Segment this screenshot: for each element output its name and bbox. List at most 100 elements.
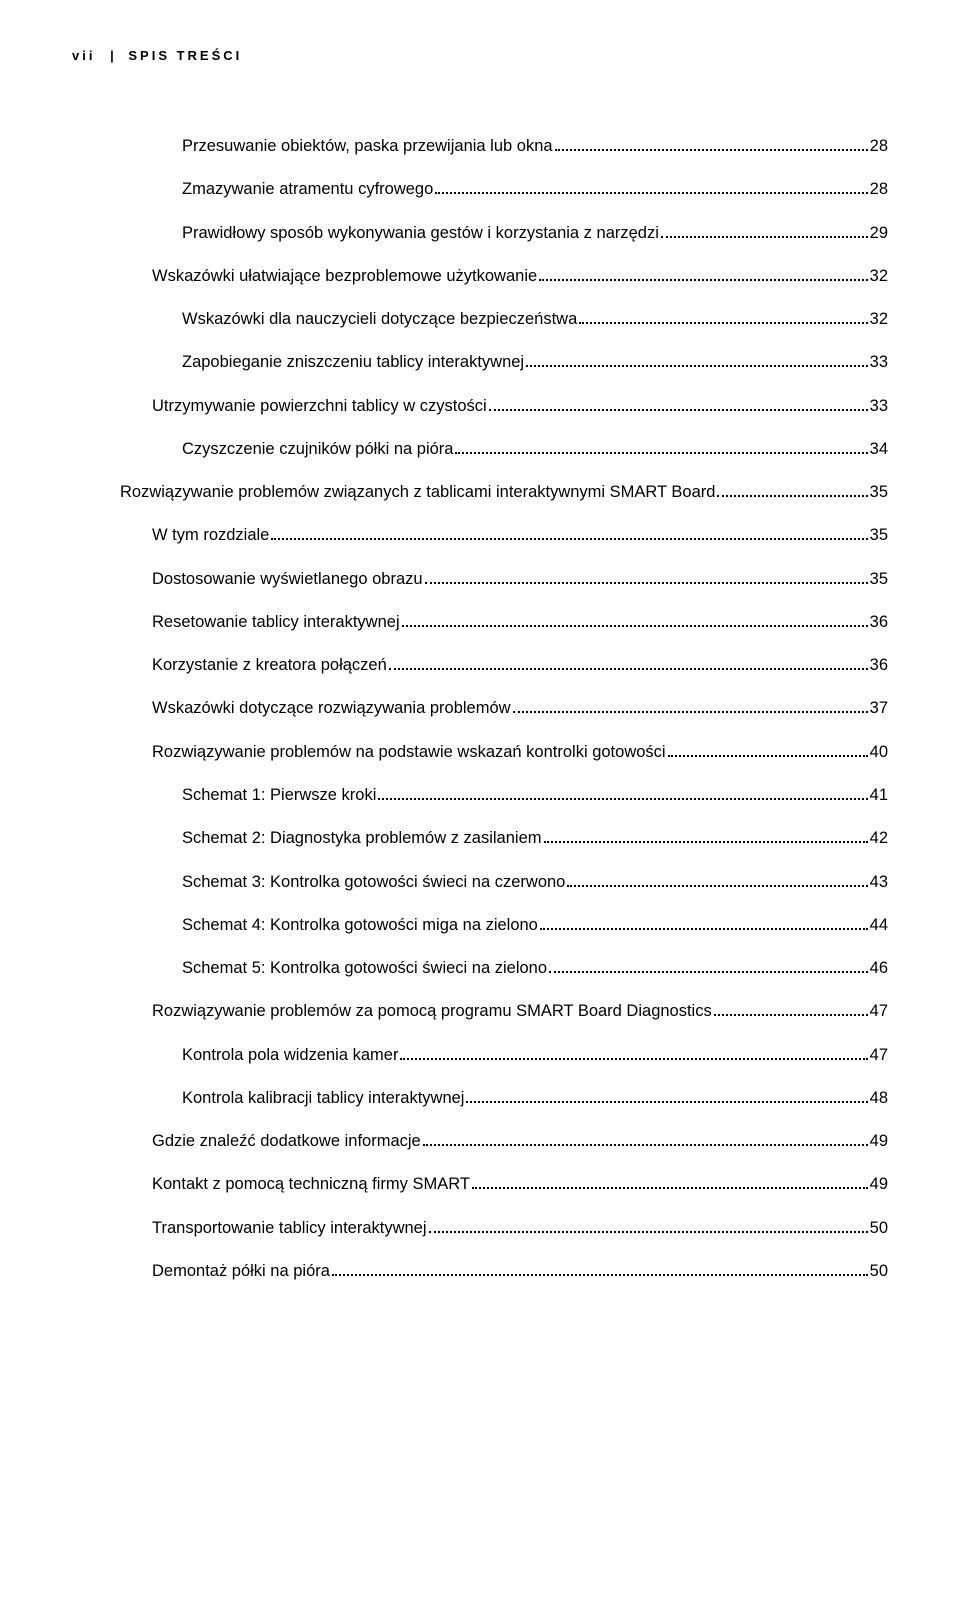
toc-entry-label: Rozwiązywanie problemów związanych z tab… — [120, 481, 715, 503]
toc-leader-dots — [579, 322, 867, 324]
toc-entry: Zmazywanie atramentu cyfrowego 28 — [72, 178, 888, 200]
toc-entry-label: Czyszczenie czujników półki na pióra — [182, 438, 453, 460]
toc-entry-page: 35 — [870, 568, 888, 590]
toc-entry-label: Schemat 5: Kontrolka gotowości świeci na… — [182, 957, 547, 979]
toc-entry-label: Rozwiązywanie problemów na podstawie wsk… — [152, 741, 666, 763]
toc-entry-page: 41 — [870, 784, 888, 806]
toc-entry-page: 36 — [870, 654, 888, 676]
toc-entry-label: Demontaż półki na pióra — [152, 1260, 330, 1282]
toc-leader-dots — [271, 538, 867, 540]
toc-entry-page: 37 — [870, 697, 888, 719]
toc-entry-label: Kontakt z pomocą techniczną firmy SMART — [152, 1173, 470, 1195]
toc-entry-label: Wskazówki ułatwiające bezproblemowe użyt… — [152, 265, 537, 287]
page-header: vii | SPIS TREŚCI — [72, 48, 888, 63]
toc-entry-page: 49 — [870, 1173, 888, 1195]
toc-entry-label: Prawidłowy sposób wykonywania gestów i k… — [182, 222, 659, 244]
toc-entry: Korzystanie z kreatora połączeń36 — [72, 654, 888, 676]
toc-entry-page: 32 — [870, 308, 888, 330]
toc-leader-dots — [429, 1231, 868, 1233]
toc-leader-dots — [402, 625, 868, 627]
toc-entry: Transportowanie tablicy interaktywnej 50 — [72, 1217, 888, 1239]
toc-entry-label: Wskazówki dotyczące rozwiązywania proble… — [152, 697, 511, 719]
toc-entry-page: 43 — [870, 871, 888, 893]
toc-entry: Schemat 5: Kontrolka gotowości świeci na… — [72, 957, 888, 979]
toc-leader-dots — [717, 495, 867, 497]
toc-leader-dots — [425, 582, 868, 584]
toc-entry: Rozwiązywanie problemów związanych z tab… — [72, 481, 888, 503]
toc-entry-label: Przesuwanie obiektów, paska przewijania … — [182, 135, 553, 157]
toc-leader-dots — [378, 798, 867, 800]
toc-entry: Wskazówki ułatwiające bezproblemowe użyt… — [72, 265, 888, 287]
toc-entry-label: Schemat 3: Kontrolka gotowości świeci na… — [182, 871, 565, 893]
header-separator: | — [110, 48, 114, 63]
toc-entry-page: 42 — [870, 827, 888, 849]
toc-entry-page: 44 — [870, 914, 888, 936]
toc-entry-page: 47 — [870, 1000, 888, 1022]
toc-leader-dots — [389, 668, 868, 670]
toc-entry-label: Wskazówki dla nauczycieli dotyczące bezp… — [182, 308, 577, 330]
toc-entry: Schemat 3: Kontrolka gotowości świeci na… — [72, 871, 888, 893]
toc-leader-dots — [435, 192, 867, 194]
toc-entry-label: Gdzie znaleźć dodatkowe informacje — [152, 1130, 421, 1152]
toc-entry-page: 40 — [870, 741, 888, 763]
toc-leader-dots — [549, 971, 868, 973]
toc-entry: Zapobieganie zniszczeniu tablicy interak… — [72, 351, 888, 373]
toc-entry: Rozwiązywanie problemów na podstawie wsk… — [72, 741, 888, 763]
toc-entry-label: Schemat 1: Pierwsze kroki — [182, 784, 376, 806]
header-title: SPIS TREŚCI — [128, 48, 242, 63]
toc-entry-page: 50 — [870, 1260, 888, 1282]
toc-entry: Przesuwanie obiektów, paska przewijania … — [72, 135, 888, 157]
toc-entry: Wskazówki dla nauczycieli dotyczące bezp… — [72, 308, 888, 330]
toc-entry-page: 46 — [870, 957, 888, 979]
toc-leader-dots — [332, 1274, 868, 1276]
toc-entry: Kontakt z pomocą techniczną firmy SMART 4… — [72, 1173, 888, 1195]
toc-leader-dots — [539, 279, 867, 281]
toc-entry-page: 48 — [870, 1087, 888, 1109]
toc-leader-dots — [455, 452, 867, 454]
toc-entry-page: 29 — [870, 222, 888, 244]
toc-entry: Utrzymywanie powierzchni tablicy w czyst… — [72, 395, 888, 417]
toc-entry: Schemat 4: Kontrolka gotowości miga na z… — [72, 914, 888, 936]
toc-entry-label: Dostosowanie wyświetlanego obrazu — [152, 568, 423, 590]
toc-entry: Kontrola pola widzenia kamer 47 — [72, 1044, 888, 1066]
toc-entry-page: 49 — [870, 1130, 888, 1152]
toc-leader-dots — [513, 711, 868, 713]
toc-entry-page: 35 — [870, 524, 888, 546]
toc-leader-dots — [668, 755, 868, 757]
toc-entry: Resetowanie tablicy interaktywnej 36 — [72, 611, 888, 633]
toc-entry-label: Resetowanie tablicy interaktywnej — [152, 611, 400, 633]
toc-entry-label: Schemat 4: Kontrolka gotowości miga na z… — [182, 914, 538, 936]
toc-leader-dots — [400, 1058, 867, 1060]
toc-entry-label: Transportowanie tablicy interaktywnej — [152, 1217, 427, 1239]
toc-entry-page: 28 — [870, 135, 888, 157]
toc-entry-page: 36 — [870, 611, 888, 633]
toc-leader-dots — [423, 1144, 868, 1146]
toc-entry-page: 47 — [870, 1044, 888, 1066]
toc-entry-label: Zmazywanie atramentu cyfrowego — [182, 178, 433, 200]
toc-entry-page: 33 — [870, 395, 888, 417]
toc-entry-label: Utrzymywanie powierzchni tablicy w czyst… — [152, 395, 487, 417]
toc-leader-dots — [489, 409, 868, 411]
toc-entry: Kontrola kalibracji tablicy interaktywne… — [72, 1087, 888, 1109]
toc-entry: Czyszczenie czujników półki na pióra 34 — [72, 438, 888, 460]
toc-entry-page: 28 — [870, 178, 888, 200]
toc-leader-dots — [555, 149, 868, 151]
toc-entry-page: 50 — [870, 1217, 888, 1239]
toc-entry: Schemat 1: Pierwsze kroki 41 — [72, 784, 888, 806]
toc-leader-dots — [714, 1014, 868, 1016]
toc-entry: Schemat 2: Diagnostyka problemów z zasil… — [72, 827, 888, 849]
toc-entry-page: 34 — [870, 438, 888, 460]
toc-leader-dots — [472, 1187, 868, 1189]
toc-entry: Prawidłowy sposób wykonywania gestów i k… — [72, 222, 888, 244]
toc-entry-page: 32 — [870, 265, 888, 287]
toc-entry: Dostosowanie wyświetlanego obrazu 35 — [72, 568, 888, 590]
toc-entry-label: Kontrola pola widzenia kamer — [182, 1044, 398, 1066]
toc-leader-dots — [567, 885, 867, 887]
toc-entry: Rozwiązywanie problemów za pomocą progra… — [72, 1000, 888, 1022]
toc-leader-dots — [466, 1101, 867, 1103]
toc-leader-dots — [540, 928, 868, 930]
toc-entry: Demontaż półki na pióra 50 — [72, 1260, 888, 1282]
toc-leader-dots — [544, 841, 868, 843]
toc-entry-label: Rozwiązywanie problemów za pomocą progra… — [152, 1000, 712, 1022]
table-of-contents: Przesuwanie obiektów, paska przewijania … — [72, 135, 888, 1282]
